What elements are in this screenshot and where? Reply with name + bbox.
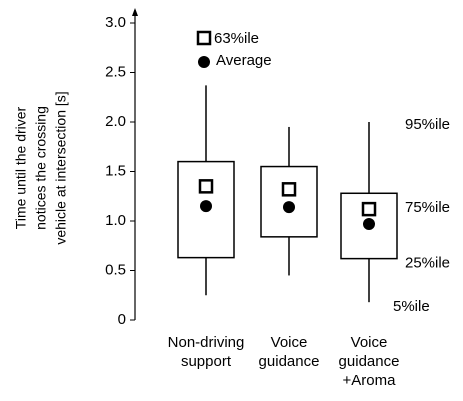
y-tick-label: 0 [118, 311, 126, 328]
annotation: 5%ile [393, 298, 430, 315]
mean-marker [283, 201, 295, 214]
x-tick-label: +Aroma [343, 372, 397, 389]
y-tick-label: 1.5 [105, 162, 126, 179]
legend-square [196, 30, 212, 46]
y-axis-label: vehicle at intersection [s] [53, 91, 69, 244]
annotation: 75%ile [405, 199, 450, 216]
x-tick-label: Voice [351, 334, 388, 351]
x-tick-label: Non-driving [168, 334, 245, 351]
y-tick-label: 2.0 [105, 113, 126, 130]
y-tick-label: 1.0 [105, 212, 126, 229]
legend-label: 63%ile [214, 30, 259, 47]
y-tick-label: 3.0 [105, 14, 126, 31]
y-tick-label: 2.5 [105, 63, 126, 80]
axis-arrow [132, 8, 138, 16]
x-tick-label: guidance [339, 353, 400, 370]
p63-marker [281, 182, 297, 197]
legend-label: Average [216, 52, 272, 69]
p63-marker [198, 179, 214, 194]
annotation: 95%ile [405, 116, 450, 133]
x-tick-label: guidance [259, 353, 320, 370]
p63-marker [361, 201, 377, 217]
y-axis-label: Time until the driver [13, 106, 29, 229]
annotation: 25%ile [405, 255, 450, 272]
mean-marker [200, 200, 212, 213]
y-axis-label: notices the crossing [33, 106, 49, 230]
x-tick-label: Voice [271, 334, 308, 351]
legend-circle [198, 56, 210, 68]
x-tick-label: support [181, 353, 232, 370]
y-tick-label: 0.5 [105, 261, 126, 278]
mean-marker [363, 217, 375, 230]
